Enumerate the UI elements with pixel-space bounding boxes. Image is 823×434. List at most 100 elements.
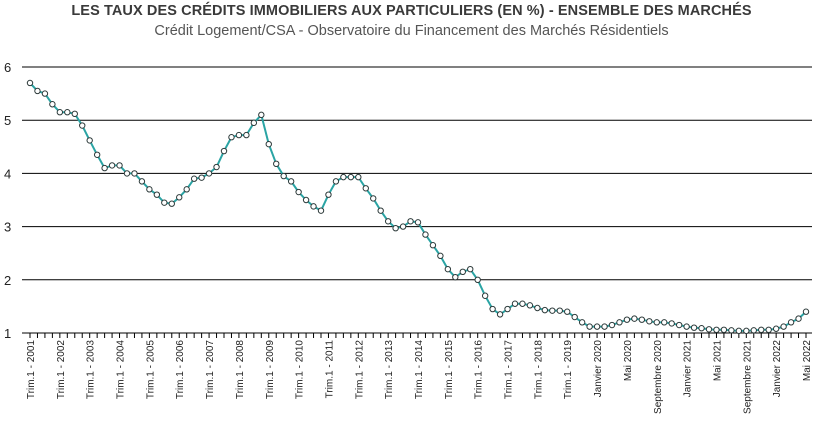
data-point — [564, 308, 571, 315]
x-axis — [22, 332, 812, 338]
data-point — [347, 173, 355, 181]
data-point — [593, 323, 601, 330]
data-point — [705, 326, 713, 333]
data-point — [86, 137, 93, 144]
x-tick-label: Trim.1 - 2001 — [26, 340, 37, 400]
y-tick-label: 3 — [4, 220, 11, 235]
x-tick-label: Trim.1 - 2012 — [354, 340, 365, 400]
data-point — [608, 321, 616, 329]
data-point — [780, 323, 787, 330]
data-point — [496, 311, 504, 318]
data-point — [713, 326, 720, 334]
x-tick-label: Trim.1 - 2015 — [444, 340, 455, 400]
data-point — [377, 207, 384, 214]
x-tick-label: Trim.1 - 2008 — [235, 340, 246, 400]
x-tick-label: Trim.1 - 2018 — [533, 340, 544, 400]
data-point — [168, 200, 175, 207]
data-point — [243, 131, 250, 139]
data-point — [108, 162, 116, 169]
x-tick-label: Trim.1 - 2011 — [324, 340, 335, 399]
y-tick-label: 4 — [4, 166, 11, 181]
x-tick-label: Trim.1 - 2009 — [265, 340, 276, 400]
data-point — [190, 175, 198, 182]
data-point — [728, 327, 735, 334]
data-point — [452, 273, 459, 281]
data-point — [407, 218, 414, 225]
data-point — [71, 110, 78, 118]
data-point — [758, 326, 765, 334]
data-point — [370, 195, 377, 202]
data-point — [459, 268, 466, 276]
x-tick-label: Septembre 2021 — [742, 340, 753, 414]
data-point — [526, 302, 534, 309]
data-point — [787, 319, 795, 326]
data-point — [481, 292, 489, 299]
data-point — [392, 224, 399, 232]
x-tick-label: Septembre 2020 — [653, 340, 664, 414]
y-tick-label: 6 — [4, 60, 11, 75]
data-point — [541, 306, 549, 314]
y-tick-label: 1 — [4, 326, 11, 341]
data-point — [220, 147, 228, 155]
data-point — [399, 223, 407, 230]
data-point — [504, 305, 511, 313]
data-point — [556, 307, 563, 314]
data-point — [161, 199, 168, 206]
x-tick-label: Trim.1 - 2007 — [205, 340, 216, 400]
x-tick-label: Trim.1 - 2006 — [175, 340, 186, 400]
data-point — [534, 304, 541, 312]
data-point — [280, 172, 287, 180]
data-point — [332, 178, 340, 185]
data-point — [340, 173, 347, 181]
x-tick-labels: Trim.1 - 2001 Trim.1 - 2002 Trim.1 - 2003 T… — [26, 340, 813, 414]
data-point — [79, 122, 86, 129]
data-point — [235, 131, 243, 139]
x-tick-label: Trim.1 - 2010 — [295, 340, 306, 400]
data-point — [772, 325, 780, 332]
data-point — [362, 185, 369, 192]
x-tick-label: Trim.1 - 2016 — [474, 340, 485, 400]
data-point — [213, 163, 220, 171]
data-point — [153, 191, 161, 198]
data-point — [123, 170, 131, 177]
data-point — [735, 327, 743, 335]
data-point — [467, 265, 474, 273]
data-point — [93, 151, 101, 158]
x-tick-label: Trim.1 - 2013 — [384, 340, 395, 400]
data-point — [631, 315, 638, 322]
data-point — [765, 326, 772, 334]
data-point — [64, 109, 71, 116]
data-point — [183, 186, 190, 193]
data-point — [265, 140, 272, 148]
x-tick-label: Mai 2020 — [623, 340, 634, 382]
data-point — [287, 178, 295, 185]
data-point — [638, 316, 646, 323]
y-tick-label: 5 — [4, 113, 11, 128]
y-tick-labels: 1 2 3 4 5 6 — [4, 60, 11, 341]
data-point — [384, 218, 392, 225]
data-point — [720, 326, 728, 334]
x-tick-label: Trim.1 - 2005 — [145, 340, 156, 400]
data-point — [795, 315, 802, 322]
data-point — [646, 318, 653, 325]
data-point — [429, 242, 437, 249]
data-point — [49, 101, 56, 108]
grid-lines — [22, 66, 812, 281]
data-point — [56, 109, 64, 116]
data-point — [578, 319, 586, 326]
x-tick-label: Janvier 2022 — [772, 340, 783, 398]
data-point — [26, 79, 34, 87]
data-point — [317, 207, 325, 214]
data-point — [355, 173, 362, 181]
data-point — [586, 323, 593, 330]
data-point — [489, 305, 496, 313]
data-point — [422, 231, 429, 238]
data-point — [549, 307, 556, 314]
data-point — [302, 196, 310, 204]
y-tick-label: 2 — [4, 273, 11, 288]
x-tick-label: Janvier 2020 — [593, 340, 604, 398]
x-tick-label: Trim.1 - 2017 — [504, 340, 515, 400]
data-point — [601, 323, 608, 330]
data-point — [511, 300, 519, 307]
data-point — [437, 252, 444, 260]
